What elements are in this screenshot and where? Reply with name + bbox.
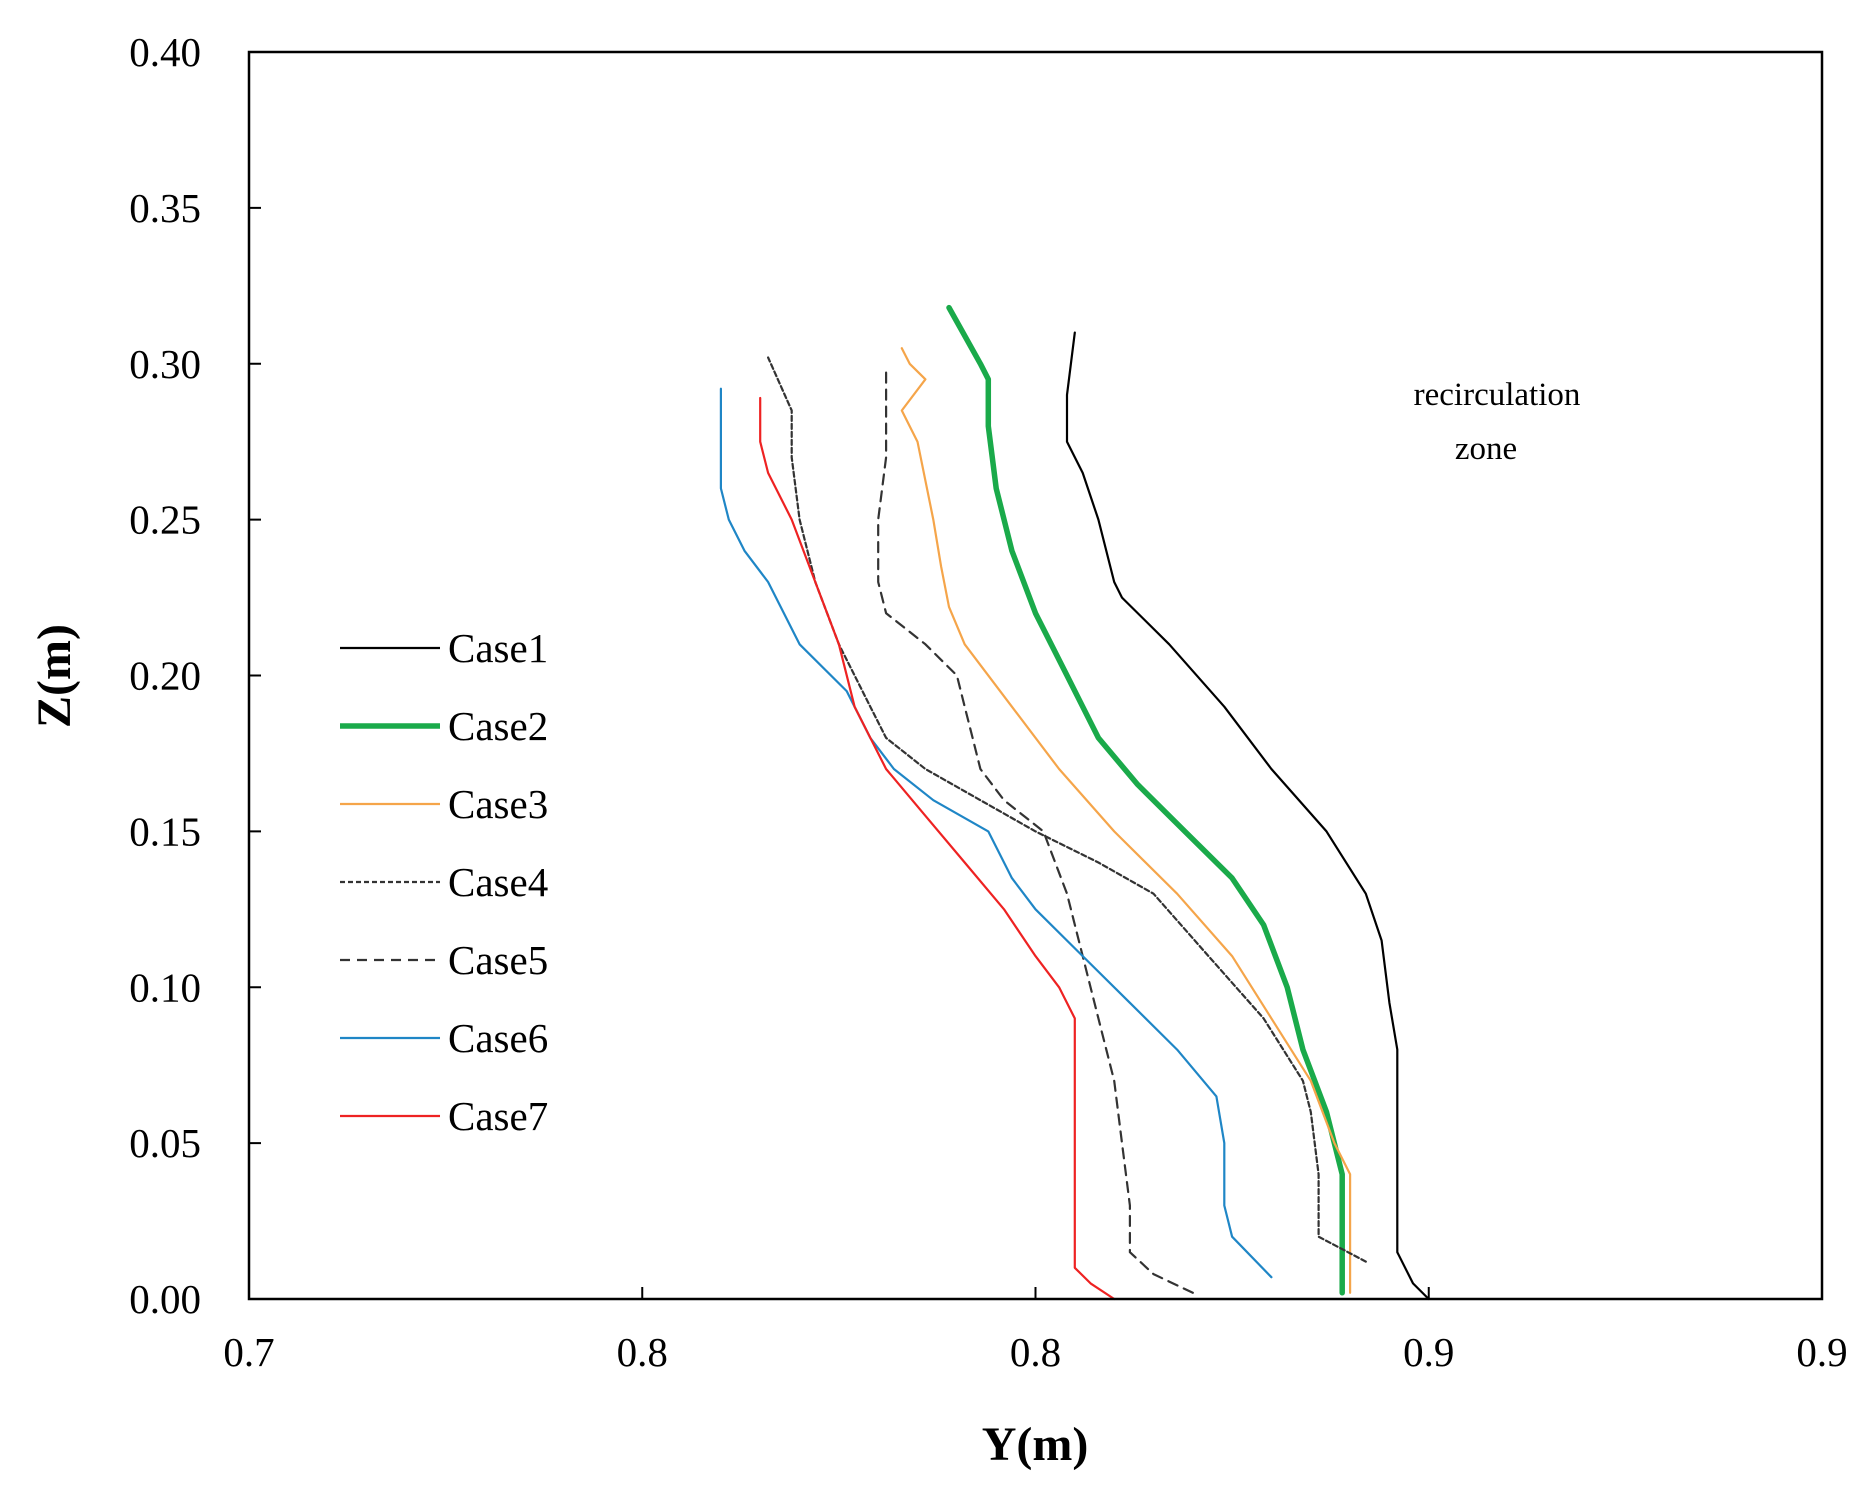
plot-frame [247,50,1824,1301]
x-tick-label: 0.9 [1403,1329,1454,1375]
legend-label: Case2 [448,703,548,749]
annotation-line-1: recirculation [1414,377,1581,413]
series-line-case6 [719,387,1273,1279]
legend-item-case6: Case6 [340,1015,548,1061]
series-line-case4 [767,356,1367,1263]
legend-label: Case7 [448,1093,548,1139]
x-tick-label: 0.8 [617,1329,668,1375]
y-axis-title: Z(m) [28,624,81,728]
series-line-case3 [900,347,1352,1294]
legend-label: Case5 [448,937,548,983]
x-axis-title: Y(m) [982,1418,1089,1471]
ticks-layer: 0.7 0.8 0.8 0.9 0.9 0.00 0.05 0.10 0.15 0.20 0.25 0… [129,29,1847,1375]
series-layer [719,304,1430,1301]
legend-item-case1: Case1 [340,625,548,671]
y-tick-label: 0.20 [129,653,201,699]
y-tick-label: 0.25 [129,497,201,543]
legend-label: Case6 [448,1015,548,1061]
legend-item-case2: Case2 [340,703,548,749]
series-line-case2 [946,304,1345,1296]
series-line-case1 [1065,331,1430,1301]
legend-label: Case1 [448,625,548,671]
x-tick-label: 0.9 [1796,1329,1847,1375]
y-tick-label: 0.05 [129,1120,201,1166]
x-tick-label: 0.8 [1010,1329,1061,1375]
legend: Case1 Case2 Case3 Case4 Case5 Case6 Case7 [340,625,548,1139]
legend-item-case4: Case4 [340,859,548,905]
x-tick-label: 0.7 [223,1329,274,1375]
legend-label: Case4 [448,859,548,905]
y-tick-label: 0.35 [129,185,201,231]
legend-item-case5: Case5 [340,937,548,983]
legend-item-case7: Case7 [340,1093,548,1139]
y-tick-label: 0.40 [129,29,201,75]
legend-item-case3: Case3 [340,781,548,827]
annotation-line-2: zone [1455,431,1517,467]
y-tick-label: 0.10 [129,964,201,1010]
y-tick-label: 0.15 [129,808,201,854]
series-line-case5 [877,368,1194,1294]
y-tick-label: 0.00 [129,1276,201,1322]
legend-label: Case3 [448,781,548,827]
series-line-case7 [759,396,1116,1301]
y-tick-label: 0.30 [129,341,201,387]
